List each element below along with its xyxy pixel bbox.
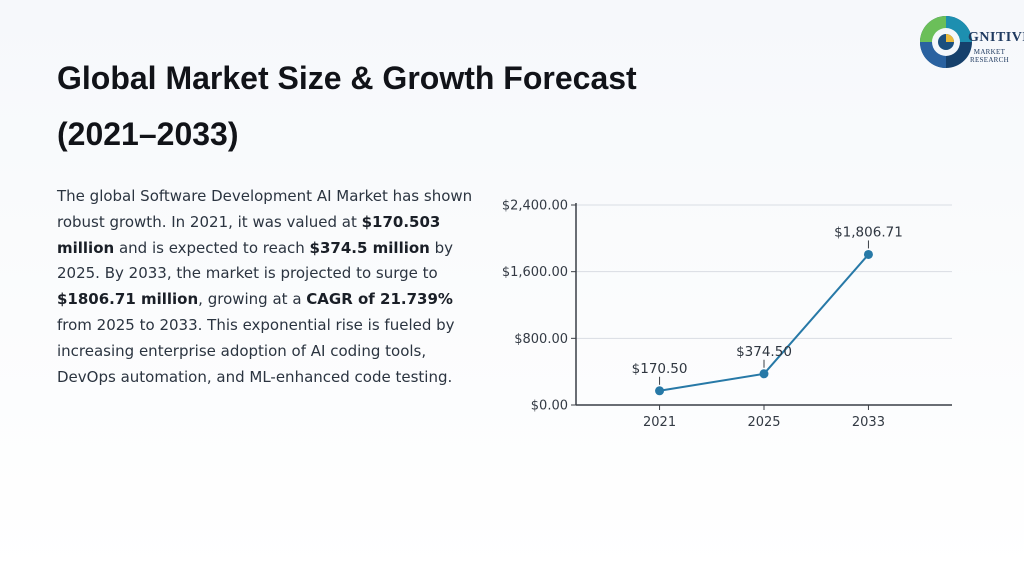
data-point	[655, 386, 665, 396]
value-2021: $170.503 million	[57, 212, 441, 257]
y-tick-label: $0.00	[531, 399, 568, 414]
value-2025: $374.5 million	[309, 238, 430, 257]
data-label: $1,806.71	[834, 224, 903, 240]
y-tick-label: $2,400.00	[502, 199, 568, 214]
value-2033: $1806.71 million	[57, 290, 199, 309]
data-label: $170.50	[632, 361, 688, 377]
data-label: $374.50	[736, 344, 792, 360]
description-text-5: from 2025 to 2033. This exponential rise…	[57, 315, 455, 386]
description-text-4: , growing at a	[198, 290, 307, 309]
market-size-line-chart: $0.00 $800.00 $1,600.00 $2,400.00 2021 2025 20…	[502, 199, 952, 430]
cagr-value: CAGR of 21.739%	[306, 290, 453, 309]
description-text-3: by 2025. By 2033, the market is projecte…	[57, 238, 454, 283]
x-tick-label: 2021	[643, 415, 676, 430]
logo-subtitle-line-2: RESEARCH	[970, 56, 1009, 64]
x-tick-label: 2033	[852, 415, 885, 430]
description-paragraph: The global Software Development AI Marke…	[57, 184, 477, 390]
description-text-2: and is expected to reach	[114, 238, 310, 257]
data-point	[863, 249, 873, 259]
logo-name: GNITIVE	[968, 30, 1024, 45]
description-text-1: The global Software Development AI Marke…	[57, 187, 473, 231]
data-point	[759, 369, 769, 379]
page-title: Global Market Size & Growth Forecast (20…	[57, 50, 777, 162]
x-tick-label: 2025	[747, 415, 780, 430]
y-tick-label: $800.00	[514, 332, 568, 347]
page-title-line-1: Global Market Size & Growth Forecast	[57, 60, 637, 96]
logo-subtitle-line-1: MARKET	[973, 48, 1006, 56]
page-title-line-2: (2021–2033)	[57, 116, 239, 152]
logo-subtitle: MARKET RESEARCH	[970, 48, 1009, 64]
y-tick-label: $1,600.00	[502, 265, 568, 280]
logo-mark-icon	[920, 16, 972, 68]
